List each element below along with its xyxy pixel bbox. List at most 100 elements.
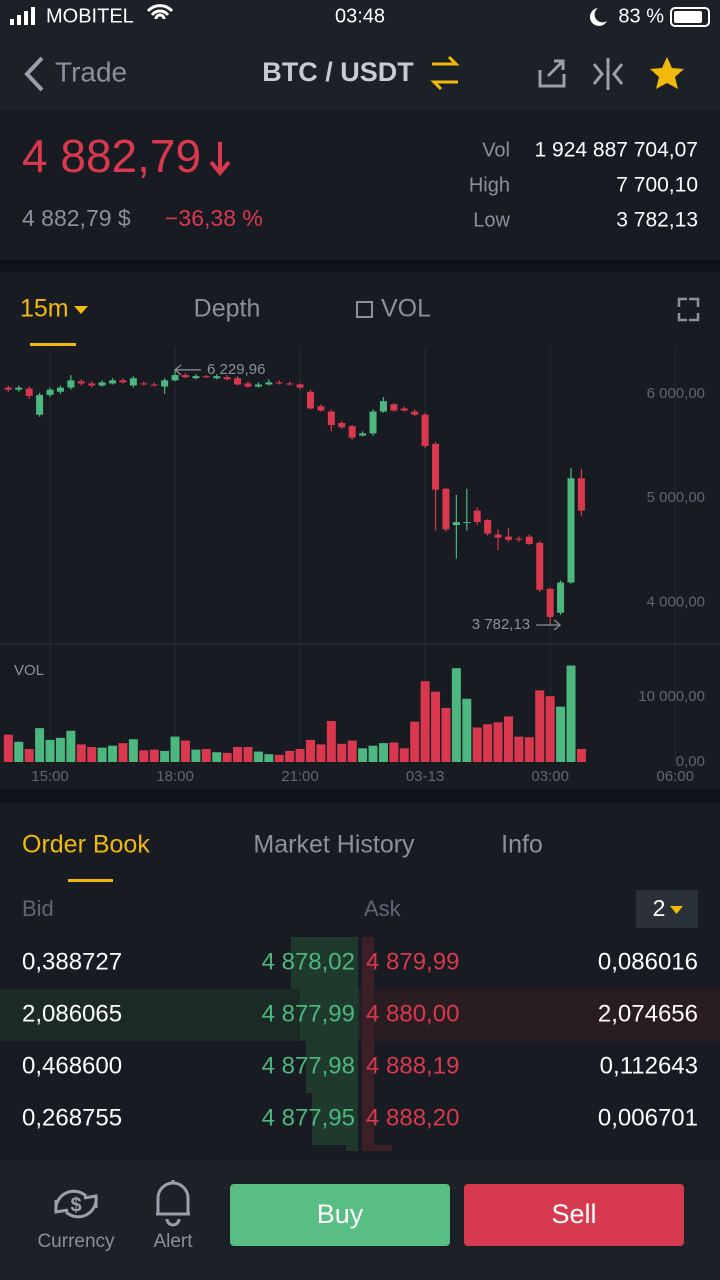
candle-body [119, 380, 127, 383]
candle-body [192, 376, 200, 379]
volume-bar [306, 739, 316, 762]
ask-amount: 0,086016 [598, 948, 698, 975]
alert-label[interactable]: Alert [153, 1231, 193, 1252]
volume-bar [503, 716, 513, 762]
dropdown-icon [670, 906, 683, 914]
volume-bar [222, 752, 232, 762]
volume-tick-label: 0,00 [676, 753, 705, 770]
info-tab[interactable]: Info [501, 831, 543, 859]
candle-body [577, 478, 585, 511]
x-tick-label: 21:00 [281, 768, 319, 785]
candle-body [244, 383, 252, 387]
candle-body [494, 534, 502, 538]
candle-body [286, 383, 294, 385]
volume-bar [420, 681, 430, 762]
sell-label[interactable]: Sell [551, 1199, 596, 1229]
volume-bar [66, 730, 76, 762]
candle-body [400, 408, 408, 411]
candle-body [77, 381, 85, 384]
stat-value: 7 700,10 [616, 174, 698, 197]
candle-body [536, 542, 544, 590]
tab-underline [30, 343, 76, 346]
candle-body [36, 394, 44, 415]
volume-bar [14, 741, 24, 762]
volume-bar [472, 727, 482, 762]
candle-body [67, 380, 75, 388]
volume-bar [493, 722, 503, 762]
candle-body [46, 389, 54, 395]
precision-value[interactable]: 2 [653, 895, 666, 921]
bid-price: 4 877,95 [262, 1104, 355, 1131]
candle-body [223, 377, 231, 380]
candle-body [109, 380, 117, 384]
candle-body [161, 380, 169, 387]
candle-body [546, 588, 554, 617]
alert-icon[interactable] [156, 1180, 190, 1227]
candle-body [254, 384, 262, 387]
share-icon[interactable] [538, 59, 566, 88]
signal-icon [10, 7, 35, 25]
candle-body [296, 384, 304, 388]
candle-body [234, 378, 242, 385]
bid-price: 4 878,02 [262, 948, 355, 975]
volume-bar [410, 721, 420, 762]
bid-amount: 2,086065 [22, 1000, 122, 1027]
clock: 03:48 [335, 5, 385, 27]
candle-body [140, 383, 148, 385]
candle-body [515, 538, 523, 540]
candle-body [557, 582, 565, 613]
depth-shade [346, 1145, 358, 1151]
sell-button[interactable] [464, 1184, 684, 1246]
volume-bar [295, 748, 305, 762]
volume-bar [45, 739, 55, 762]
precision-select[interactable] [636, 890, 698, 928]
candle-body [181, 375, 189, 378]
currency-label[interactable]: Currency [37, 1231, 115, 1252]
volume-bar [201, 748, 211, 762]
candle-body [390, 404, 398, 411]
stat-label: Vol [482, 139, 510, 161]
x-tick-label: 03:00 [531, 768, 569, 785]
volume-bar [118, 743, 128, 762]
compare-icon[interactable] [592, 58, 624, 90]
volume-bar [285, 750, 295, 762]
back-label[interactable]: Trade [55, 56, 127, 87]
stat-label: High [469, 174, 510, 196]
swap-icon[interactable] [430, 55, 460, 91]
candle-body [348, 426, 356, 438]
volume-bar [149, 749, 159, 762]
vol-tab[interactable]: VOL [381, 295, 431, 323]
volume-bar [180, 740, 190, 762]
favorite-icon[interactable] [650, 57, 684, 89]
history-tab[interactable]: Market History [253, 831, 415, 859]
battery-fill [674, 11, 702, 23]
volume-bar [316, 744, 326, 762]
fullscreen-icon[interactable] [677, 297, 700, 322]
interval-tab[interactable]: 15m [20, 295, 69, 323]
down-arrow [209, 142, 231, 177]
volume-bar [441, 707, 451, 762]
bid-amount: 0,388727 [22, 948, 122, 975]
volume-bar [389, 742, 399, 762]
ticker-bg [0, 110, 720, 260]
volume-bar [212, 752, 222, 762]
moon-icon [589, 8, 607, 26]
battery-level: 83 % [618, 5, 664, 27]
buy-button[interactable] [230, 1184, 450, 1246]
buy-label[interactable]: Buy [317, 1199, 364, 1229]
volume-bar [358, 748, 368, 762]
currency-icon[interactable] [54, 1189, 98, 1219]
vol-icon [356, 301, 373, 318]
separator [0, 260, 720, 272]
back-icon[interactable] [24, 56, 44, 92]
volume-bar [368, 745, 378, 762]
candle-body [327, 411, 335, 426]
volume-bar [451, 668, 461, 762]
x-tick-label: 06:00 [656, 768, 694, 785]
book-tab[interactable]: Order Book [22, 831, 150, 859]
x-tick-label: 15:00 [31, 768, 69, 785]
depth-tab[interactable]: Depth [194, 295, 261, 323]
candle-body [25, 388, 33, 396]
volume-bar [108, 745, 118, 762]
